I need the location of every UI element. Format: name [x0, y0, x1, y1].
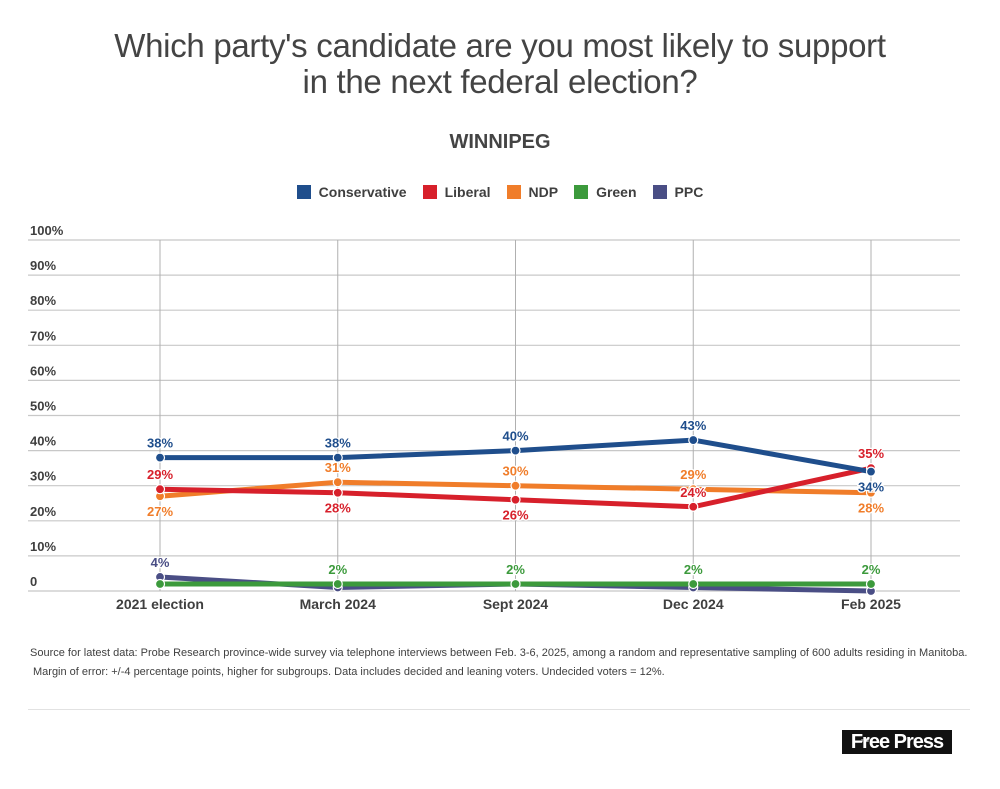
- data-point-green: [154, 578, 166, 590]
- data-point-green: [510, 578, 521, 590]
- y-tick-label: 100%: [30, 223, 64, 238]
- data-label-liberal: 26%: [502, 508, 528, 523]
- y-tick-label: 90%: [30, 258, 56, 273]
- data-label-ndp: 30%: [502, 464, 528, 479]
- x-tick-label: Sept 2024: [483, 596, 549, 612]
- data-point-liberal: [154, 484, 166, 495]
- legend-item-conservative: Conservative: [296, 184, 407, 200]
- data-point-conservative: [688, 434, 699, 446]
- legend-item-liberal: Liberal: [422, 184, 491, 200]
- data-point-liberal: [332, 487, 343, 498]
- data-label-green: 2%: [506, 562, 525, 577]
- chart-title-line-2: in the next federal election?: [302, 63, 698, 100]
- free-press-logo: THE Free Press: [842, 730, 952, 754]
- data-point-ndp: [332, 477, 343, 488]
- chart-title: Which party's candidate are you most lik…: [0, 28, 1000, 100]
- legend: Conservative Liberal NDP Green PPC: [0, 184, 1000, 200]
- legend-label: NDP: [528, 184, 559, 200]
- legend-label: Green: [596, 184, 637, 200]
- legend-swatch-liberal: [422, 185, 437, 199]
- footer-divider: [28, 709, 970, 710]
- data-label-liberal: 35%: [858, 446, 884, 461]
- data-point-green: [865, 578, 877, 590]
- source-note-line-1: Source for latest data: Probe Research p…: [30, 647, 968, 659]
- y-tick-label: 50%: [30, 399, 56, 414]
- data-label-conservative: 38%: [325, 436, 351, 451]
- data-point-ndp: [688, 484, 699, 495]
- line-chart: 0 10% 20% 30% 40% 50% 60% 70% 80% 90% 100% 2021 el…: [28, 223, 960, 612]
- x-tick-label: March 2024: [300, 596, 376, 612]
- data-point-conservative: [510, 445, 521, 456]
- data-point-liberal: [688, 501, 699, 512]
- legend-label: PPC: [674, 184, 704, 200]
- data-label-ndp: 28%: [858, 501, 884, 516]
- data-point-conservative: [154, 452, 166, 463]
- gridlines: [28, 239, 960, 592]
- y-tick-label: 60%: [30, 363, 56, 378]
- y-tick-label: 0: [30, 574, 37, 589]
- data-point-green: [332, 578, 343, 590]
- x-axis: 2021 election March 2024 Sept 2024 Dec 2024…: [116, 596, 901, 612]
- x-tick-label: Feb 2025: [841, 596, 901, 612]
- data-label-conservative: 40%: [502, 429, 528, 444]
- y-tick-label: 40%: [30, 434, 56, 449]
- y-tick-label: 20%: [30, 504, 56, 519]
- logo-small-text: THE: [861, 738, 869, 743]
- data-label-liberal: 29%: [147, 467, 173, 482]
- data-label-green: 2%: [862, 562, 881, 577]
- data-label-conservative: 34%: [858, 480, 884, 495]
- logo-text: Free Press: [850, 731, 944, 753]
- y-tick-label: 30%: [30, 469, 56, 484]
- legend-swatch-green: [574, 185, 589, 199]
- data-point-ndp: [510, 480, 521, 491]
- data-label-ppc: 4%: [151, 555, 170, 570]
- data-label-liberal: 24%: [680, 485, 706, 500]
- legend-swatch-ndp: [506, 185, 521, 199]
- data-label-green: 2%: [328, 562, 347, 577]
- chart-subtitle: WINNIPEG: [449, 131, 551, 153]
- y-axis: 0 10% 20% 30% 40% 50% 60% 70% 80% 90% 100%: [30, 223, 64, 589]
- data-label-conservative: 38%: [147, 436, 173, 451]
- data-label-green: 2%: [684, 562, 703, 577]
- y-tick-label: 80%: [30, 293, 56, 308]
- data-labels: 38% 38% 40% 43% 34% 29% 28% 26% 24% 35% 27% 31% 30% 2…: [146, 417, 886, 578]
- data-label-ndp: 27%: [147, 504, 173, 519]
- data-label-ndp: 29%: [680, 467, 706, 482]
- source-note: Source for latest data: Probe Research p…: [30, 644, 980, 682]
- source-note-line-2: Margin of error: +/-4 percentage points,…: [33, 666, 665, 678]
- x-tick-label: 2021 election: [116, 596, 204, 612]
- legend-item-ndp: NDP: [506, 184, 559, 200]
- data-label-liberal: 28%: [325, 501, 351, 516]
- legend-swatch-conservative: [296, 185, 311, 199]
- legend-label: Liberal: [444, 184, 491, 200]
- legend-swatch-ppc: [652, 185, 667, 199]
- legend-item-green: Green: [574, 184, 637, 200]
- legend-item-ppc: PPC: [652, 184, 704, 200]
- data-point-conservative: [865, 466, 877, 477]
- series-points: [154, 434, 877, 597]
- data-point-liberal: [510, 494, 521, 505]
- y-tick-label: 10%: [30, 539, 56, 554]
- x-tick-label: Dec 2024: [663, 596, 724, 612]
- data-label-conservative: 43%: [680, 418, 706, 433]
- data-label-ndp: 31%: [325, 460, 351, 475]
- y-tick-label: 70%: [30, 328, 56, 343]
- chart-title-line-1: Which party's candidate are you most lik…: [114, 27, 886, 64]
- data-point-conservative: [332, 452, 343, 463]
- data-point-ndp: [865, 487, 877, 498]
- legend-label: Conservative: [318, 184, 407, 200]
- data-point-green: [688, 578, 699, 590]
